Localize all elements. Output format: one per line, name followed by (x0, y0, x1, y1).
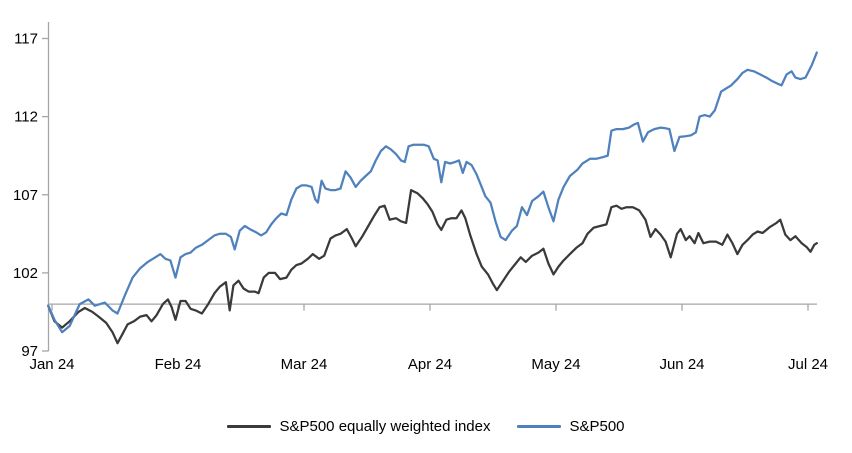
x-tick-label: Mar 24 (281, 356, 328, 373)
legend-line-sample-blue (517, 424, 562, 428)
y-tick-label: 97 (21, 343, 38, 360)
legend-label-equal-weight: S&P500 equally weighted index (279, 417, 491, 435)
legend-line-sample-dark (227, 424, 272, 428)
x-tick-label: May 24 (531, 356, 580, 373)
x-tick-label: Jul 24 (788, 356, 828, 373)
x-tick-label: Jun 24 (659, 356, 704, 373)
series-line-sp500-equal-weight (47, 188, 818, 345)
legend-label-sp500: S&P500 (569, 417, 625, 435)
series-line-sp500 (47, 51, 818, 334)
legend-item-sp500: S&P500 (517, 417, 625, 435)
y-tick-label: 102 (13, 265, 38, 282)
x-tick-label: Apr 24 (408, 356, 452, 373)
y-tick-label: 117 (14, 31, 38, 48)
y-tick-label: 107 (13, 187, 38, 204)
legend-item-equal-weight: S&P500 equally weighted index (227, 418, 490, 435)
chart-legend: S&P500 equally weighted index S&P500 (0, 410, 852, 442)
line-chart-canvas: 97 102 107 112 117 Jan 24 Feb 24 Mar 24 Apr 24 Ma… (13, 22, 828, 373)
y-tick-label: 112 (14, 109, 38, 126)
x-tick-label: Jan 24 (29, 356, 74, 373)
x-tick-label: Feb 24 (155, 356, 202, 373)
